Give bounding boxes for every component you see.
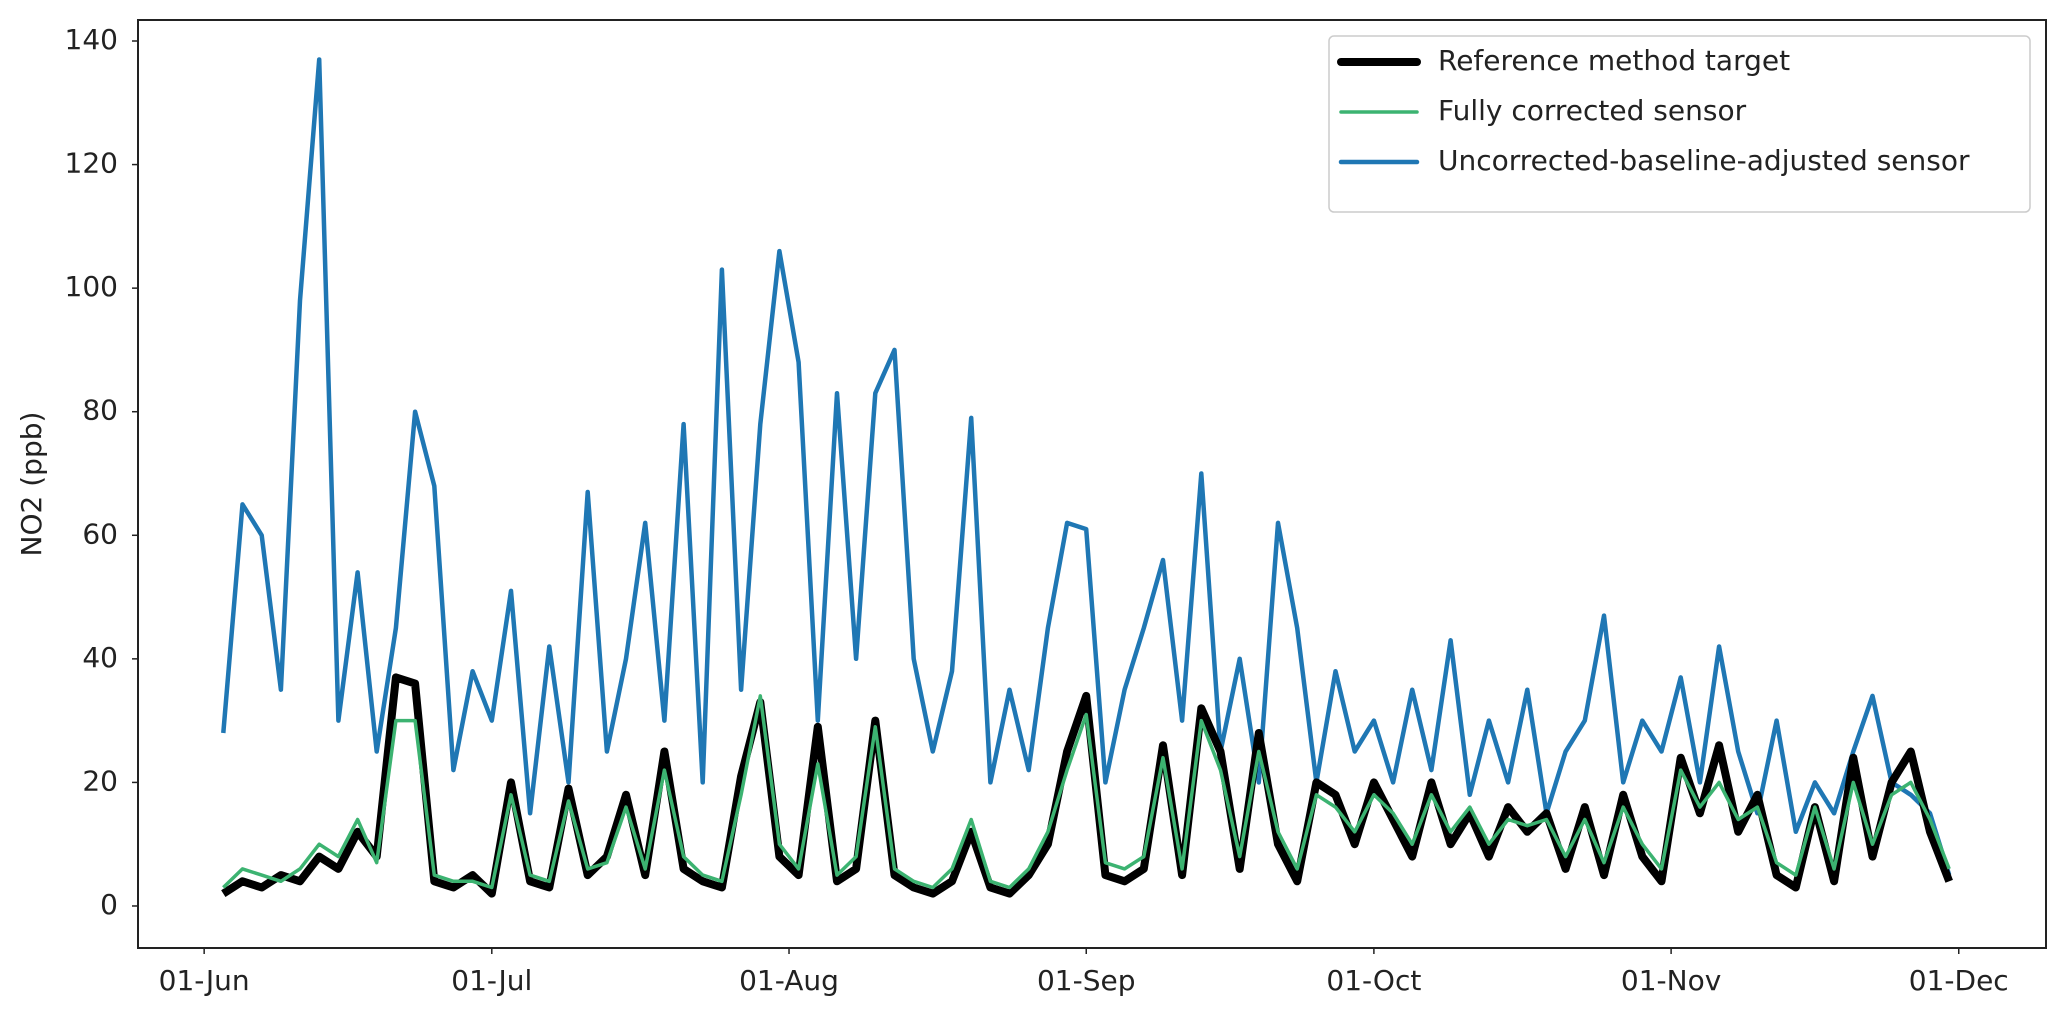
y-tick-label: 60 [82, 517, 118, 550]
x-tick-label: 01-Jun [159, 964, 250, 997]
y-tick-label: 20 [82, 764, 118, 797]
y-tick-label: 0 [100, 888, 118, 921]
x-tick-label: 01-Nov [1621, 964, 1721, 997]
x-tick-label: 01-Aug [739, 964, 839, 997]
x-tick-label: 01-Dec [1909, 964, 2009, 997]
legend-label: Reference method target [1438, 44, 1790, 77]
y-axis-label: NO2 (ppb) [15, 412, 48, 557]
plot-frame [137, 19, 2047, 949]
series-line [222, 694, 1951, 890]
y-tick-label: 40 [82, 641, 118, 674]
legend-label: Fully corrected sensor [1438, 94, 1747, 127]
series-line [221, 673, 1953, 898]
legend-label: Uncorrected-baseline-adjusted sensor [1438, 144, 1970, 177]
y-tick-label: 100 [65, 270, 118, 303]
y-tick-label: 120 [65, 147, 118, 180]
x-tick-label: 01-Sep [1037, 964, 1136, 997]
x-tick-label: 01-Jul [451, 964, 532, 997]
series-line [221, 57, 1952, 876]
y-tick-label: 140 [65, 23, 118, 56]
legend: Reference method target Fully corrected s… [1328, 35, 2031, 213]
legend-box [1328, 35, 2031, 213]
y-tick-label: 80 [82, 394, 118, 427]
x-tick-label: 01-Oct [1326, 964, 1421, 997]
plot-area [221, 57, 1953, 898]
